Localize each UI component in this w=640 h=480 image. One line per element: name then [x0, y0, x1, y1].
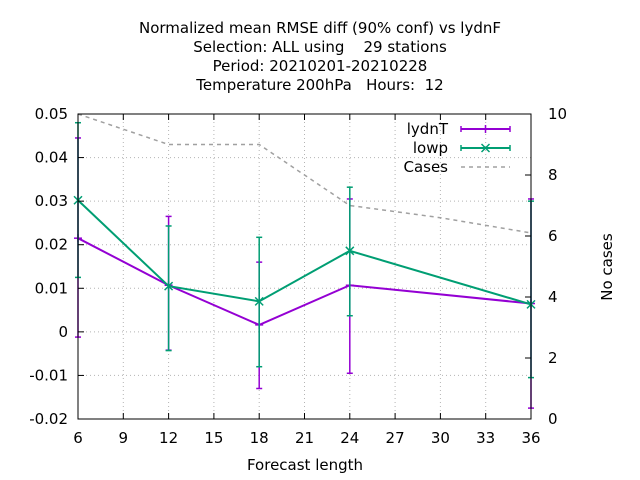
y2-tick-label: 8 [548, 166, 558, 184]
axis-labels: Forecast length No cases [247, 233, 616, 474]
series-cases [77, 113, 532, 234]
legend-label-Cases: Cases [403, 158, 448, 176]
title-line-1: Normalized mean RMSE diff (90% conf) vs … [139, 19, 501, 37]
x-tick-label: 21 [295, 429, 314, 447]
legend-label-lowp: lowp [413, 139, 448, 157]
x-tick-label: 27 [386, 429, 405, 447]
y2-axis-label: No cases [598, 233, 616, 301]
y-tick-label: 0.01 [35, 279, 68, 297]
y-tick-label: 0.04 [35, 149, 68, 167]
data-point [254, 296, 264, 306]
axis-ticks: 6 9 12 15 18 21 24 27 30 33 36-0.02-0.0100.010.020… [29, 105, 567, 447]
title-line-3: Period: 20210201-20210228 [213, 57, 428, 75]
x-tick-label: 12 [159, 429, 178, 447]
data-point [480, 143, 491, 153]
x-tick-label: 15 [204, 429, 223, 447]
series-line-lowp [77, 199, 532, 306]
x-axis-label: Forecast length [247, 456, 363, 474]
data-point [164, 281, 174, 291]
data-point [345, 246, 355, 256]
y2-tick-label: 4 [548, 288, 558, 306]
y2-tick-label: 10 [548, 105, 567, 123]
y2-tick-label: 2 [548, 349, 558, 367]
y2-tick-label: 0 [548, 410, 558, 428]
series-line-lydnT [77, 237, 532, 326]
legend-label-lydnT: lydnT [407, 120, 449, 138]
chart-title: Normalized mean RMSE diff (90% conf) vs … [139, 19, 501, 94]
grid [78, 114, 531, 419]
y-tick-label: 0 [58, 323, 68, 341]
series-line-cases [77, 113, 532, 234]
title-line-4: Temperature 200hPa Hours: 12 [195, 76, 443, 94]
x-tick-label: 24 [340, 429, 359, 447]
x-tick-label: 6 [73, 429, 83, 447]
y-tick-label: 0.02 [35, 236, 68, 254]
x-tick-label: 18 [250, 429, 269, 447]
x-tick-label: 36 [521, 429, 540, 447]
y-tick-label: 0.05 [35, 105, 68, 123]
y2-tick-label: 6 [548, 227, 558, 245]
title-line-2: Selection: ALL using 29 stations [193, 38, 447, 56]
x-tick-label: 9 [119, 429, 129, 447]
x-tick-label: 33 [476, 429, 495, 447]
y-tick-label: -0.01 [29, 366, 68, 384]
y-tick-label: 0.03 [35, 192, 68, 210]
x-tick-label: 30 [431, 429, 450, 447]
y-tick-label: -0.02 [29, 410, 68, 428]
